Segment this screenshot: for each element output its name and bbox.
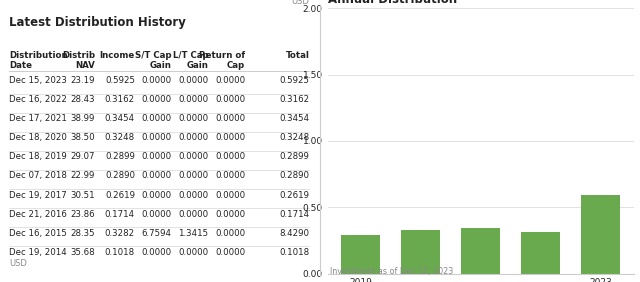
Text: 35.68: 35.68 [70,248,95,257]
Text: 0.0000: 0.0000 [215,152,245,161]
Text: Dec 16, 2015: Dec 16, 2015 [10,229,67,238]
Text: Dec 19, 2017: Dec 19, 2017 [10,191,67,200]
Text: Dec 21, 2016: Dec 21, 2016 [10,210,67,219]
Text: 0.3454: 0.3454 [279,114,309,123]
Bar [521,232,560,274]
Text: Dec 19, 2014: Dec 19, 2014 [10,248,67,257]
Text: 0.0000: 0.0000 [215,229,245,238]
Text: 0.0000: 0.0000 [178,171,209,180]
Text: 0.1714: 0.1714 [279,210,309,219]
Text: 0.0000: 0.0000 [178,95,209,104]
Text: Latest Distribution History: Latest Distribution History [10,16,186,29]
Text: 28.43: 28.43 [70,95,95,104]
Text: 28.35: 28.35 [70,229,95,238]
Text: 0.5925: 0.5925 [105,76,135,85]
Text: Dec 15, 2023: Dec 15, 2023 [10,76,67,85]
Text: 0.0000: 0.0000 [178,191,209,200]
Text: 38.50: 38.50 [70,133,95,142]
Text: 0.2899: 0.2899 [280,152,309,161]
Text: 0.0000: 0.0000 [215,171,245,180]
Text: 22.99: 22.99 [71,171,95,180]
Text: 0.1018: 0.1018 [105,248,135,257]
Text: USD: USD [10,259,28,268]
Text: 0.0000: 0.0000 [178,114,209,123]
Text: 0.1018: 0.1018 [279,248,309,257]
Text: 0.0000: 0.0000 [178,210,209,219]
Text: Dec 16, 2022: Dec 16, 2022 [10,95,67,104]
Text: 0.0000: 0.0000 [141,76,172,85]
Text: 29.07: 29.07 [70,152,95,161]
Text: 0.3248: 0.3248 [105,133,135,142]
Text: 0.0000: 0.0000 [141,210,172,219]
Text: 8.4290: 8.4290 [279,229,309,238]
Text: 0.0000: 0.0000 [141,152,172,161]
Text: 0.2899: 0.2899 [105,152,135,161]
Text: 23.19: 23.19 [70,76,95,85]
Text: 0.2890: 0.2890 [105,171,135,180]
Text: Income: Income [100,51,135,60]
Text: 0.0000: 0.0000 [178,152,209,161]
Text: L/T Cap
Gain: L/T Cap Gain [173,51,209,70]
Text: 0.0000: 0.0000 [215,114,245,123]
Text: 0.0000: 0.0000 [215,133,245,142]
Text: Distrib
NAV: Distrib NAV [62,51,95,70]
Text: 0.0000: 0.0000 [141,248,172,257]
Text: 0.0000: 0.0000 [141,191,172,200]
Text: 0.2890: 0.2890 [279,171,309,180]
Text: 0.0000: 0.0000 [141,95,172,104]
Text: 38.99: 38.99 [71,114,95,123]
Text: Dec 18, 2020: Dec 18, 2020 [10,133,67,142]
Text: 0.0000: 0.0000 [141,171,172,180]
Text: USD: USD [291,0,309,6]
Text: Return of
Cap: Return of Cap [199,51,245,70]
Text: 0.3248: 0.3248 [279,133,309,142]
Text: 0.0000: 0.0000 [178,133,209,142]
Text: S/T Cap
Gain: S/T Cap Gain [135,51,172,70]
Text: 0.0000: 0.0000 [215,191,245,200]
Bar [461,228,500,274]
Text: Investment as of Dec 15, 2023: Investment as of Dec 15, 2023 [330,267,453,276]
Text: 0.0000: 0.0000 [141,133,172,142]
Text: 0.3282: 0.3282 [105,229,135,238]
Text: 0.0000: 0.0000 [178,248,209,257]
Text: 1.3415: 1.3415 [178,229,209,238]
Text: 6.7594: 6.7594 [141,229,172,238]
Text: 0.0000: 0.0000 [215,248,245,257]
Bar [401,230,440,274]
Text: 0.0000: 0.0000 [215,95,245,104]
Bar [341,235,380,274]
Text: Dec 18, 2019: Dec 18, 2019 [10,152,67,161]
Text: 0.0000: 0.0000 [141,114,172,123]
Text: Dec 07, 2018: Dec 07, 2018 [10,171,67,180]
Text: 0.2619: 0.2619 [279,191,309,200]
Text: Annual Distribution: Annual Distribution [328,0,457,6]
Text: 0.0000: 0.0000 [215,76,245,85]
Text: 0.3162: 0.3162 [105,95,135,104]
Bar [581,195,620,274]
Text: 0.3162: 0.3162 [279,95,309,104]
Text: 0.2619: 0.2619 [105,191,135,200]
Text: 0.0000: 0.0000 [178,76,209,85]
Text: 0.0000: 0.0000 [215,210,245,219]
Text: 0.1714: 0.1714 [105,210,135,219]
Text: 30.51: 30.51 [70,191,95,200]
Text: 0.5925: 0.5925 [279,76,309,85]
Text: Total: Total [285,51,309,60]
Text: 23.86: 23.86 [70,210,95,219]
Text: Distribution
Date: Distribution Date [10,51,68,70]
Text: 0.3454: 0.3454 [105,114,135,123]
Text: Dec 17, 2021: Dec 17, 2021 [10,114,67,123]
